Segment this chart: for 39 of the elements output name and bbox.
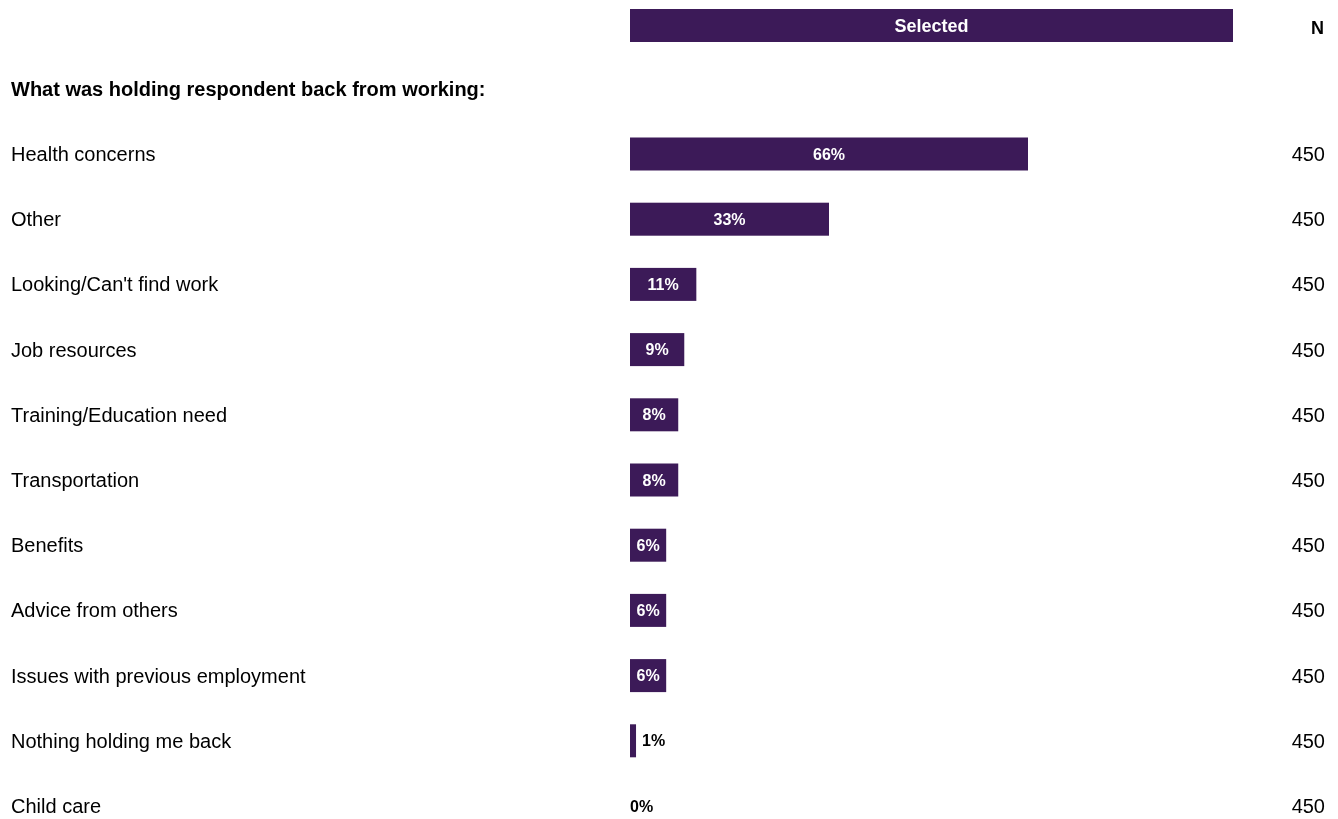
bar — [630, 137, 1028, 171]
text: Selected — [894, 16, 969, 37]
text: What was holding respondent back from working: — [11, 78, 486, 100]
text: N — [1311, 18, 1324, 39]
data-label: 8% — [642, 406, 666, 424]
y-tick-label: Looking/Can't find work — [11, 273, 220, 296]
y-tick-label: Job resources — [11, 338, 137, 361]
data-label: 33% — [713, 210, 746, 228]
text: 450 — [1291, 273, 1325, 296]
text: 450 — [1291, 403, 1325, 426]
text: 450 — [1291, 599, 1325, 622]
y-tick-label: Nothing holding me back — [11, 729, 233, 752]
y-tick-label: Transportation — [11, 469, 140, 491]
text: 450 — [1291, 534, 1325, 557]
y-tick-label: Other — [11, 208, 62, 231]
y-tick-label: Child care — [11, 795, 102, 817]
data-label: 11% — [647, 276, 679, 293]
y-tick-label: Benefits — [11, 534, 84, 557]
y-tick-label: Health concerns — [11, 143, 156, 165]
data-label: 6% — [636, 667, 660, 685]
data-label: 6% — [636, 536, 660, 554]
bar — [630, 724, 637, 758]
text: 450 — [1291, 338, 1325, 361]
text: 450 — [1291, 729, 1325, 752]
bar — [630, 202, 829, 236]
data-label: 1% — [642, 732, 666, 750]
text: 450 — [1291, 469, 1325, 491]
text: 450 — [1291, 664, 1325, 687]
data-label: 8% — [642, 471, 666, 489]
data-label: 9% — [645, 341, 669, 359]
text: 450 — [1291, 795, 1325, 817]
y-tick-label: Training/Education need — [11, 403, 228, 426]
data-label: 66% — [812, 145, 846, 163]
text: 450 — [1291, 143, 1325, 165]
y-tick-label: Advice from others — [11, 599, 178, 622]
data-label: 0% — [630, 797, 654, 815]
text: 450 — [1291, 208, 1325, 231]
data-label: 6% — [636, 602, 660, 619]
y-tick-label: Issues with previous employment — [11, 664, 307, 687]
